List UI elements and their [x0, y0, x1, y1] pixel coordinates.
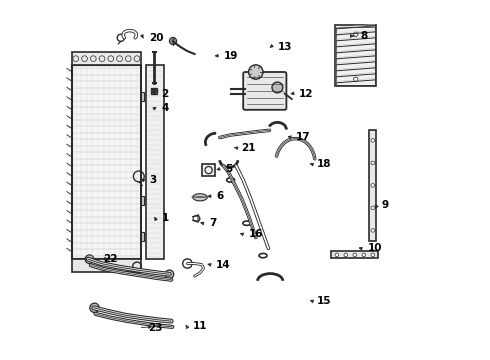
Text: 13: 13 — [277, 42, 292, 52]
Text: 8: 8 — [360, 31, 368, 41]
Circle shape — [371, 161, 374, 165]
Text: 16: 16 — [248, 229, 263, 239]
Text: 20: 20 — [149, 33, 164, 43]
FancyBboxPatch shape — [146, 65, 164, 259]
Text: 6: 6 — [216, 191, 223, 201]
FancyBboxPatch shape — [72, 65, 141, 259]
Text: 7: 7 — [209, 218, 217, 228]
Circle shape — [344, 253, 347, 257]
Circle shape — [248, 65, 263, 79]
Circle shape — [354, 77, 358, 81]
Circle shape — [335, 253, 339, 257]
Circle shape — [371, 206, 374, 210]
Text: 23: 23 — [148, 323, 162, 333]
FancyBboxPatch shape — [72, 52, 141, 65]
Circle shape — [90, 303, 99, 312]
Circle shape — [272, 82, 283, 93]
Circle shape — [362, 253, 366, 257]
FancyBboxPatch shape — [243, 72, 286, 110]
FancyBboxPatch shape — [335, 25, 376, 86]
Text: 14: 14 — [216, 260, 231, 270]
FancyBboxPatch shape — [72, 259, 141, 272]
Text: 3: 3 — [149, 175, 157, 185]
FancyBboxPatch shape — [141, 92, 144, 101]
Text: 5: 5 — [225, 164, 232, 174]
FancyBboxPatch shape — [202, 164, 216, 176]
Text: 21: 21 — [242, 143, 256, 153]
FancyBboxPatch shape — [141, 232, 144, 241]
Text: 18: 18 — [317, 159, 332, 169]
Text: 15: 15 — [317, 296, 332, 306]
Text: 10: 10 — [368, 243, 382, 253]
Circle shape — [371, 253, 374, 257]
Text: 17: 17 — [295, 132, 310, 142]
Text: 1: 1 — [162, 213, 169, 223]
Text: 19: 19 — [223, 51, 238, 61]
Text: 12: 12 — [299, 89, 314, 99]
Circle shape — [353, 253, 357, 257]
FancyBboxPatch shape — [331, 251, 378, 258]
Circle shape — [152, 89, 156, 93]
Circle shape — [354, 32, 358, 36]
Circle shape — [165, 270, 174, 279]
Text: 9: 9 — [382, 200, 389, 210]
Circle shape — [170, 37, 176, 45]
Text: 4: 4 — [162, 103, 169, 113]
FancyBboxPatch shape — [369, 130, 376, 241]
FancyBboxPatch shape — [141, 196, 144, 205]
Text: 2: 2 — [162, 89, 169, 99]
Text: 22: 22 — [103, 254, 117, 264]
Circle shape — [85, 255, 94, 264]
Circle shape — [371, 184, 374, 187]
Circle shape — [371, 229, 374, 232]
FancyBboxPatch shape — [151, 88, 157, 94]
Polygon shape — [193, 194, 207, 201]
Circle shape — [371, 139, 374, 142]
Text: 11: 11 — [193, 321, 207, 331]
